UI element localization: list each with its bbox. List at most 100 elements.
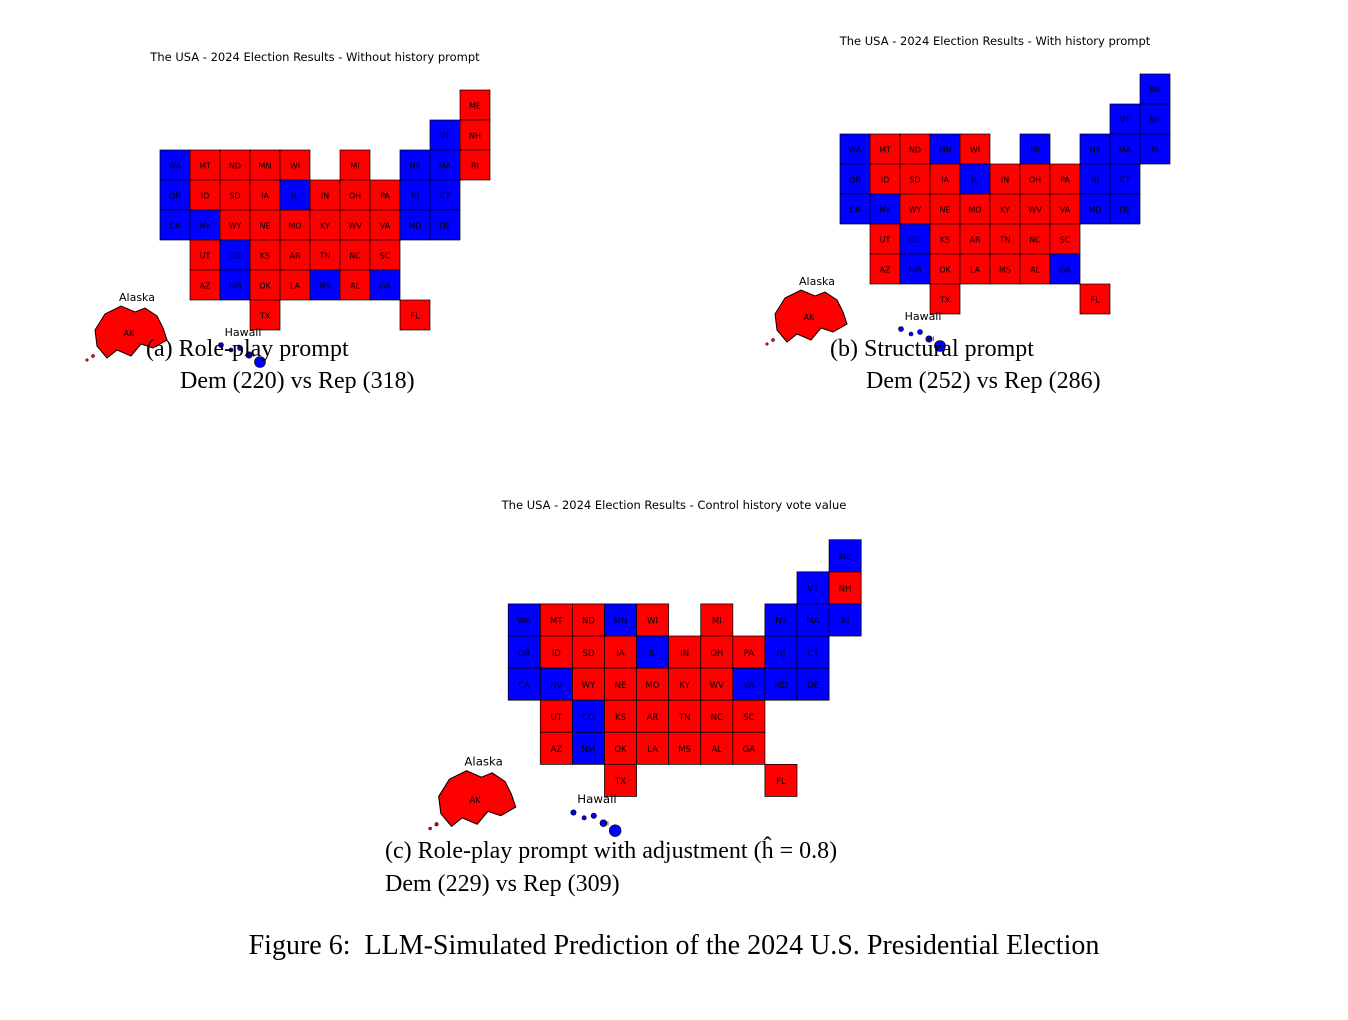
state-label-NJ: NJ	[776, 649, 785, 659]
state-label-VT: VT	[808, 585, 820, 595]
state-label-NE: NE	[615, 681, 627, 691]
state-label-SC: SC	[1060, 236, 1071, 245]
state-label-UT: UT	[880, 236, 891, 245]
state-label-OK: OK	[939, 266, 951, 275]
state-label-MT: MT	[879, 146, 891, 155]
state-label-SC: SC	[743, 713, 754, 723]
state-label-NY: NY	[410, 162, 421, 171]
state-label-MD: MD	[408, 222, 421, 231]
map-title-b: The USA - 2024 Election Results - With h…	[839, 34, 1151, 48]
state-NJ	[1079, 163, 1111, 195]
subcaption-c-line2: Dem (229) vs Rep (309)	[385, 871, 620, 897]
state-label-TN: TN	[678, 713, 691, 723]
state-label-MN: MN	[259, 162, 272, 171]
state-label-MD: MD	[1088, 206, 1101, 215]
election-map-b: ME VT NH WA MT ND MN WI MI NY MA RI OR ID SD IA IL IN OH PA…	[765, 73, 1171, 352]
alaska-island-dot	[765, 342, 769, 346]
state-label-NM: NM	[229, 282, 242, 291]
state-label-NV: NV	[879, 206, 891, 215]
state-label-NE: NE	[939, 206, 950, 215]
state-label-TX: TX	[939, 296, 951, 305]
state-label-FL: FL	[1090, 296, 1100, 305]
hawaii-inset-label: Hawaii	[905, 310, 942, 323]
state-label-NM: NM	[582, 745, 596, 755]
state-label-CO: CO	[909, 236, 921, 245]
state-label-ND: ND	[229, 162, 241, 171]
state-NJ	[399, 179, 431, 211]
state-LA	[279, 269, 311, 301]
state-label-OH: OH	[349, 192, 361, 201]
election-map-a: ME VT NH WA MT ND MN WI MI NY MA RI OR ID SD IA IL IN OH PA…	[85, 89, 491, 368]
state-NJ	[764, 635, 798, 669]
state-MD	[399, 209, 431, 241]
state-label-ID: ID	[201, 192, 210, 201]
state-AK	[438, 770, 517, 828]
state-HI	[599, 819, 608, 827]
state-HI	[917, 329, 923, 335]
state-OH	[339, 179, 371, 211]
state-label-VT: VT	[1120, 116, 1130, 125]
state-ND	[899, 133, 931, 165]
state-label-KS: KS	[940, 236, 950, 245]
state-WY	[899, 193, 931, 225]
state-TX	[249, 299, 281, 331]
state-label-CT: CT	[807, 649, 819, 659]
state-CO	[899, 223, 931, 255]
state-label-PA: PA	[1060, 176, 1070, 185]
state-WI	[959, 133, 991, 165]
state-label-AR: AR	[647, 713, 659, 723]
state-label-MA: MA	[439, 162, 452, 171]
state-label-PA: PA	[744, 649, 755, 659]
state-MT	[539, 603, 573, 637]
state-label-KS: KS	[260, 252, 270, 261]
state-ME	[459, 89, 491, 121]
state-AK	[94, 305, 168, 359]
state-label-AL: AL	[350, 282, 360, 291]
state-label-MI: MI	[350, 162, 359, 171]
state-AR	[279, 239, 311, 271]
state-OR	[507, 635, 541, 669]
state-PA	[732, 635, 766, 669]
state-AZ	[539, 731, 573, 765]
state-RI	[828, 603, 862, 637]
state-label-CT: CT	[1120, 176, 1131, 185]
state-label-TX: TX	[259, 312, 271, 321]
state-ND	[572, 603, 605, 637]
state-label-NE: NE	[259, 222, 270, 231]
state-VA	[732, 667, 766, 701]
state-OK	[604, 731, 637, 765]
state-label-LA: LA	[290, 282, 301, 291]
state-label-WV: WV	[348, 222, 362, 231]
state-label-NH: NH	[839, 585, 852, 595]
state-label-ID: ID	[881, 176, 890, 185]
state-LA	[636, 731, 670, 765]
state-label-WA: WA	[517, 617, 531, 627]
state-MO	[279, 209, 311, 241]
state-HI	[254, 356, 266, 368]
state-label-OR: OR	[518, 649, 531, 659]
state-label-LA: LA	[970, 266, 981, 275]
state-label-DE: DE	[807, 681, 819, 691]
state-label-KS: KS	[615, 713, 626, 723]
subcaption-c-line1: (c) Role-play prompt with adjustment (ĥ …	[385, 838, 838, 864]
state-label-MS: MS	[999, 266, 1011, 275]
subcaption-b-line2: Dem (252) vs Rep (286)	[866, 368, 1101, 394]
state-label-CA: CA	[518, 681, 530, 691]
state-OR	[839, 163, 871, 195]
state-VT	[429, 119, 461, 151]
subcaption-b-line1: (b) Structural prompt	[830, 336, 1034, 362]
state-label-SD: SD	[909, 176, 920, 185]
state-IL	[636, 635, 670, 669]
state-label-GA: GA	[379, 282, 391, 291]
state-AZ	[189, 269, 221, 301]
state-label-KY: KY	[1000, 206, 1010, 215]
state-NM	[219, 269, 251, 301]
state-WY	[572, 667, 605, 701]
state-MA	[796, 603, 830, 637]
state-NY	[1079, 133, 1111, 165]
state-label-AK: AK	[804, 313, 815, 322]
state-MS	[989, 253, 1021, 285]
state-HI	[934, 340, 946, 352]
state-label-WI: WI	[970, 146, 980, 155]
state-label-SD: SD	[229, 192, 240, 201]
